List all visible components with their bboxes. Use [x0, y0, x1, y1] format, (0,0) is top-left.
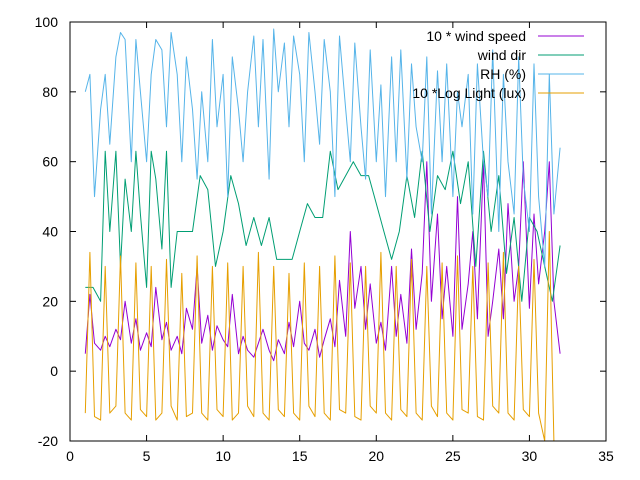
y-tick-label: 0 [50, 363, 58, 379]
y-tick-label: 20 [42, 293, 58, 309]
x-tick-label: 30 [522, 448, 538, 464]
series-line-rh [84, 28, 561, 267]
x-tick-label: 10 [215, 448, 231, 464]
legend-label: RH (%) [480, 66, 526, 82]
legend-label: 10 *Log Light (lux) [412, 85, 526, 101]
x-tick-label: 20 [368, 448, 384, 464]
x-tick-label: 15 [292, 448, 308, 464]
x-tick-label: 25 [445, 448, 461, 464]
y-tick-label: 40 [42, 224, 58, 240]
x-tick-label: 0 [66, 448, 74, 464]
tick-layer: 0 5 10 15 20 25 30 35 -20 0 20 40 60 80 100 [35, 14, 614, 464]
series-layer [84, 28, 561, 442]
legend: 10 * wind speed wind dir RH (%) 10 *Log Lig… [412, 28, 584, 101]
x-tick-label: 35 [598, 448, 614, 464]
x-tick-label: 5 [143, 448, 151, 464]
y-tick-label: 60 [42, 154, 58, 170]
series-line-10-log-light-lux [84, 231, 561, 442]
y-tick-label: 100 [35, 14, 59, 30]
y-tick-label: -20 [38, 433, 58, 449]
legend-label: 10 * wind speed [426, 28, 526, 44]
y-tick-label: 80 [42, 84, 58, 100]
series-line-wind-dir [85, 150, 561, 302]
legend-label: wind dir [477, 47, 527, 63]
